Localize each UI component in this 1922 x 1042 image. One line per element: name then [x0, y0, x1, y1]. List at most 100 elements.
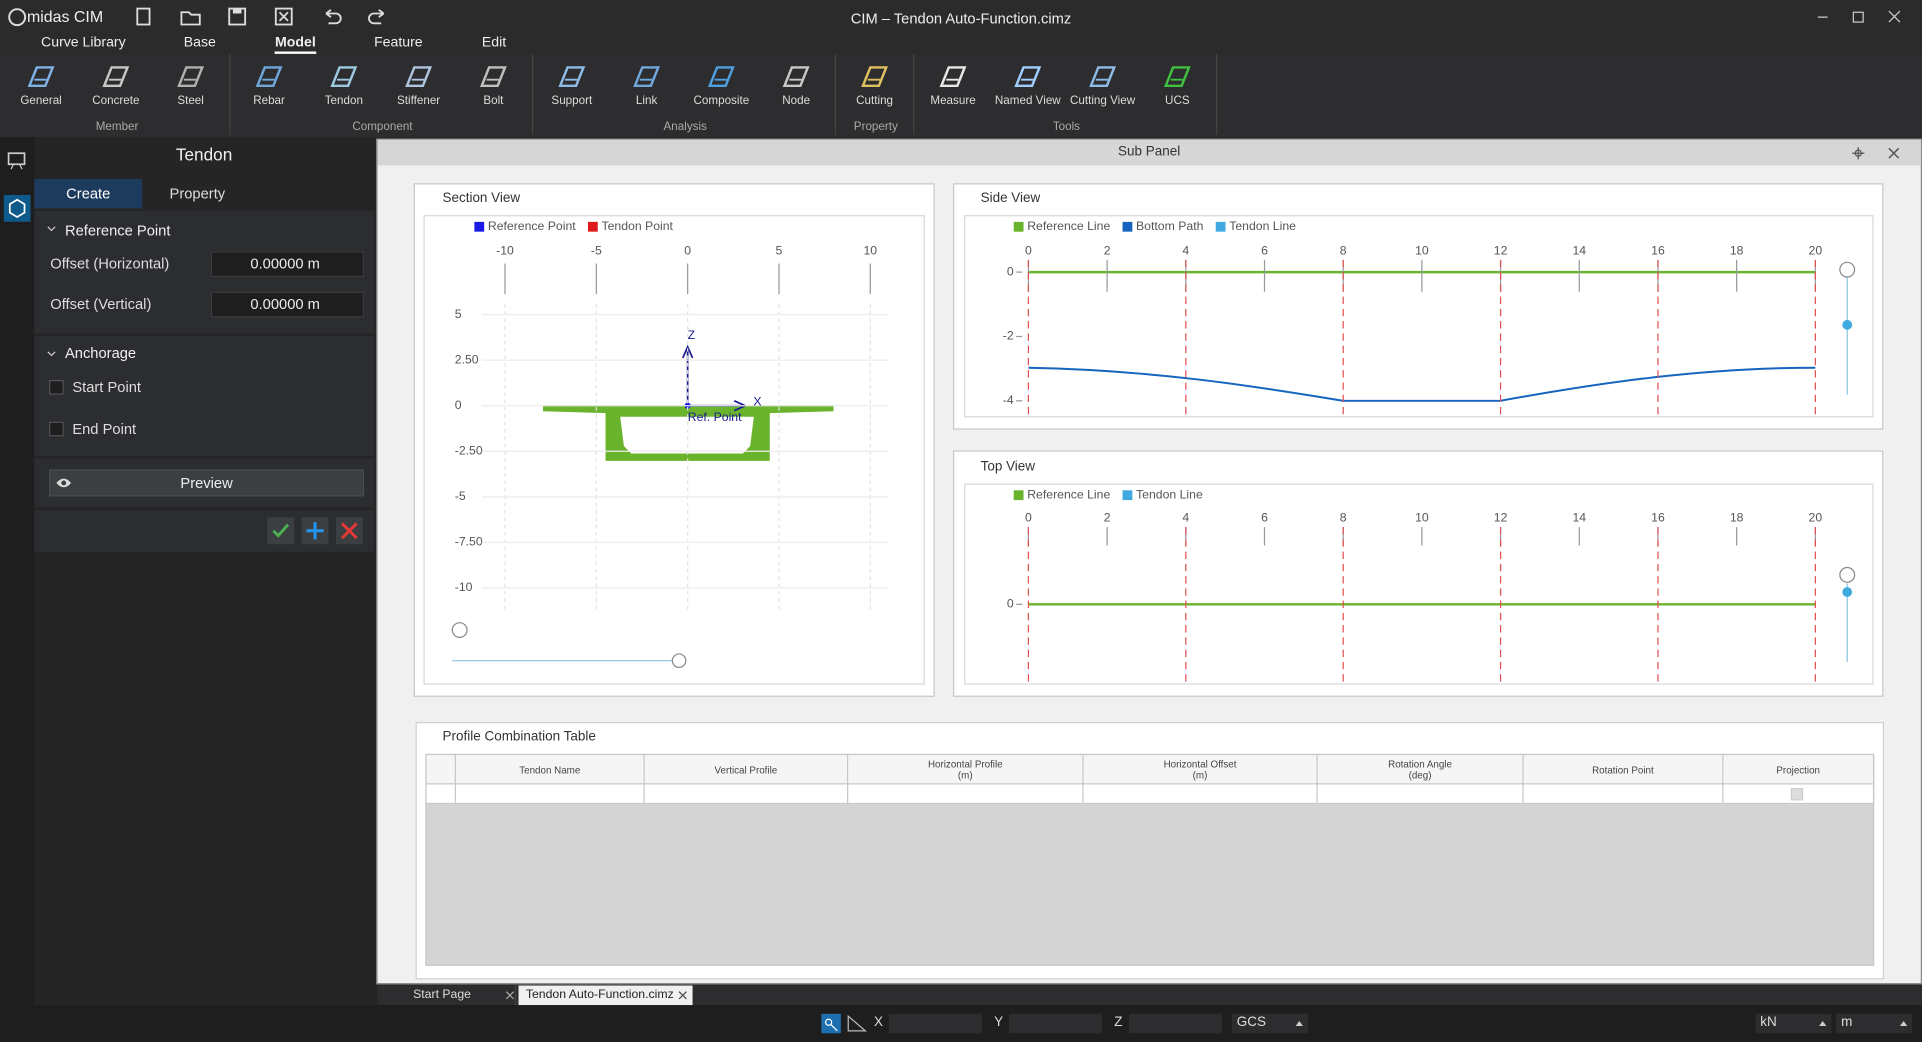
sub-panel-title: Sub Panel	[377, 139, 1921, 166]
column-header: Projection	[1723, 755, 1875, 785]
menu-tab[interactable]: Model	[275, 35, 316, 51]
side-strip	[0, 137, 35, 1006]
column-header: Rotation Angle (deg)	[1318, 755, 1524, 785]
strip-icon-active[interactable]	[3, 194, 31, 222]
table-cell[interactable]	[456, 784, 645, 805]
tool-label: Link	[635, 94, 658, 108]
tool-label: Cutting	[856, 94, 894, 108]
ribbon-tool[interactable]: General	[4, 58, 79, 117]
add-button[interactable]	[301, 517, 329, 545]
data-row[interactable]	[426, 784, 1873, 805]
menu-tab[interactable]: Base	[183, 35, 216, 51]
tool-label: Composite	[693, 94, 750, 108]
projection-checkbox[interactable]	[1790, 788, 1804, 801]
ribbon-tool[interactable]: Tendon	[306, 58, 381, 117]
ribbon-tool[interactable]: Concrete	[78, 58, 153, 117]
tool-label: Rebar	[253, 94, 285, 108]
field-input[interactable]: 0.00000 m	[210, 251, 365, 278]
tab-property[interactable]: Property	[169, 185, 226, 203]
ribbon-tool[interactable]: Stiffener	[381, 58, 456, 117]
tool-icon	[479, 66, 507, 88]
section-heading: Reference Point	[64, 221, 171, 240]
field-label: Offset (Vertical)	[50, 295, 152, 313]
tab-create[interactable]: Create	[34, 178, 143, 209]
tool-icon	[177, 66, 205, 88]
profile-table: Tendon Name Vertical Profile Horizontal Pr…	[425, 753, 1875, 966]
column-header: Rotation Point	[1524, 755, 1724, 785]
collapse-chevron[interactable]	[47, 226, 57, 233]
coord-input[interactable]	[1128, 1013, 1223, 1034]
coord-input[interactable]	[888, 1013, 982, 1034]
menu-bar: Curve Library Base Model Feature Edit	[0, 34, 1922, 54]
sub-panel-controls[interactable]	[1848, 145, 1909, 162]
window-title: CIM – Tendon Auto-Function.cimz	[850, 9, 1072, 27]
menu-tab[interactable]: Edit	[481, 35, 507, 51]
menu-tab[interactable]: Curve Library	[41, 35, 126, 51]
cancel-button[interactable]	[335, 517, 363, 545]
snap-icons[interactable]	[821, 1013, 868, 1034]
tool-icon	[102, 66, 130, 88]
app-name: midas CIM	[26, 7, 104, 26]
preview-section: Preview	[34, 458, 374, 508]
dropdown[interactable]: m	[1836, 1013, 1913, 1034]
table-cell[interactable]	[1084, 784, 1318, 805]
group-label: Component	[352, 120, 413, 134]
active-tab-underline	[274, 51, 317, 54]
checkbox[interactable]	[49, 379, 64, 395]
checkbox-label: Start Point	[72, 378, 142, 396]
tool-label: UCS	[1165, 94, 1190, 108]
table-cell[interactable]	[1524, 784, 1724, 805]
doc-tab[interactable]: Start Page	[398, 985, 517, 1006]
tool-label: Cutting View	[1069, 94, 1136, 108]
ribbon-tool[interactable]: Rebar	[232, 58, 307, 117]
ribbon-tool[interactable]: Bolt	[456, 58, 531, 117]
ribbon-tool[interactable]: Named View	[990, 58, 1065, 117]
checkbox[interactable]	[49, 421, 64, 437]
ribbon-tool[interactable]: Steel	[153, 58, 228, 117]
menu-tab[interactable]: Feature	[374, 35, 423, 51]
quick-access-toolbar[interactable]	[132, 6, 402, 28]
ribbon-tool[interactable]: UCS	[1140, 58, 1215, 117]
ribbon-tool[interactable]: Composite	[684, 58, 759, 117]
tab-close[interactable]	[505, 990, 515, 1000]
dropdown-value: kN	[1760, 1014, 1777, 1030]
column-header: Horizontal Profile (m)	[848, 755, 1084, 785]
status-bar: X Y Z GCS kN m	[0, 1005, 1922, 1042]
coord-input[interactable]	[1008, 1013, 1102, 1034]
tool-icon	[633, 66, 661, 88]
column-header: Vertical Profile	[645, 755, 849, 785]
doc-tab-active[interactable]: Tendon Auto-Function.cimz	[518, 985, 693, 1006]
eye-icon	[56, 478, 72, 488]
tool-label: Named View	[994, 94, 1061, 108]
table-title: Profile Combination Table	[442, 729, 596, 745]
strip-icon[interactable]	[7, 151, 27, 171]
tool-icon	[707, 66, 735, 88]
ribbon-tool[interactable]: Cutting View	[1065, 58, 1140, 117]
table-cell[interactable]	[645, 784, 849, 805]
dropdown[interactable]: GCS	[1231, 1013, 1308, 1034]
collapse-chevron[interactable]	[47, 351, 57, 358]
tool-icon	[330, 66, 358, 88]
ribbon-tool[interactable]: Measure	[916, 58, 991, 117]
tool-icon	[861, 66, 889, 88]
preview-button[interactable]: Preview	[49, 469, 365, 497]
title-bar: midas CIM CIM – Tendon Auto-Function.cim…	[0, 0, 1922, 35]
table-cell[interactable]	[1723, 784, 1875, 805]
checkbox-label: End Point	[72, 420, 137, 438]
tendon-panel: Tendon Create Property Reference Point O…	[34, 137, 374, 1006]
tab-close[interactable]	[678, 990, 688, 1000]
table-cell[interactable]	[848, 784, 1084, 805]
field-input[interactable]: 0.00000 m	[210, 291, 365, 318]
table-cell[interactable]	[1318, 784, 1524, 805]
dropdown[interactable]: kN	[1755, 1013, 1832, 1034]
ok-button[interactable]	[267, 517, 295, 545]
group-label: Member	[95, 120, 139, 134]
ribbon-tool[interactable]: Link	[609, 58, 684, 117]
ribbon-tool[interactable]: Support	[534, 58, 609, 117]
window-controls[interactable]	[1808, 7, 1912, 27]
coord-label: Y	[994, 1014, 1004, 1030]
ribbon-tool[interactable]: Cutting	[837, 58, 912, 117]
ribbon-tool[interactable]: Node	[759, 58, 834, 117]
header-row	[426, 755, 1873, 785]
dropdown-arrow	[1819, 1021, 1827, 1026]
